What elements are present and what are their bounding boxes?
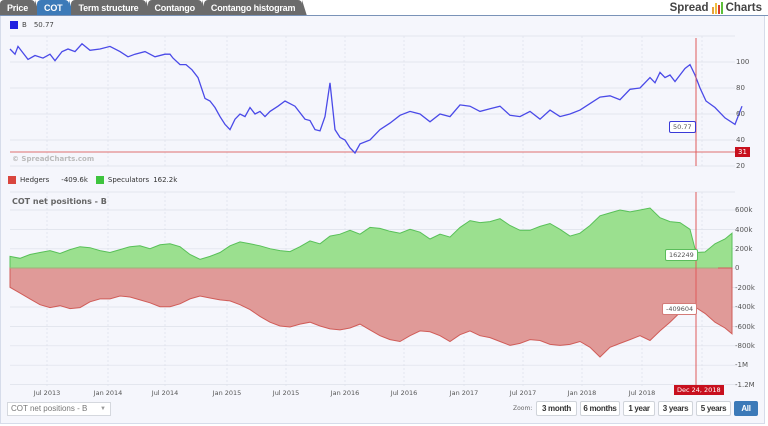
- cot-axis-label: -400k: [735, 303, 755, 311]
- price-axis-label: 80: [736, 84, 745, 92]
- x-axis-label: Jul 2013: [33, 389, 61, 397]
- price-axis-label: 20: [736, 162, 745, 170]
- zoom-6-months-button[interactable]: 6 months: [580, 401, 620, 416]
- price-legend-value: 50.77: [33, 21, 54, 29]
- level-flag: 31: [735, 147, 750, 157]
- cot-axis-label: 200k: [735, 245, 753, 253]
- speculators-area: [9, 207, 733, 269]
- price-value-flag: 50.77: [669, 121, 696, 133]
- hedgers-label[interactable]: Hedgers: [20, 176, 50, 184]
- price-legend-symbol: B: [22, 21, 27, 29]
- x-axis-label: Jan 2016: [330, 389, 360, 397]
- hedgers-swatch[interactable]: [8, 176, 16, 184]
- x-axis-label: Jan 2015: [212, 389, 242, 397]
- zoom-all-button[interactable]: All: [734, 401, 758, 416]
- price-legend[interactable]: B 50.77: [10, 21, 54, 29]
- cot-chart-title: COT net positions - B: [12, 197, 107, 206]
- zoom-5-years-button[interactable]: 5 years: [696, 401, 731, 416]
- cot-axis-label: -600k: [735, 323, 755, 331]
- x-axis-label: Jul 2015: [272, 389, 300, 397]
- cot-axis-label: -1.2M: [735, 381, 755, 389]
- series-select-value: COT net positions - B: [11, 404, 88, 413]
- tab-contango-histogram[interactable]: Contango histogram: [203, 0, 308, 16]
- x-axis-label: Jul 2014: [151, 389, 179, 397]
- spreadcharts-logo[interactable]: Spread Charts: [670, 1, 762, 15]
- hedgers-area: [9, 267, 733, 358]
- x-axis-label: Jul 2017: [509, 389, 537, 397]
- cot-legend: Hedgers -409.6k Speculators 162.2k: [8, 176, 177, 184]
- price-axis-label: 60: [736, 110, 745, 118]
- speculators-swatch[interactable]: [95, 176, 104, 184]
- price-line: [9, 42, 743, 155]
- logo-text-right: Charts: [725, 2, 762, 14]
- cot-axis-label: 0: [735, 264, 740, 272]
- logo-text-left: Spread: [669, 2, 709, 14]
- crosshair-date-flag: Dec 24, 2018: [674, 385, 724, 395]
- hedgers-value-flag: -409604: [662, 303, 698, 315]
- zoom-1-year-button[interactable]: 1 year: [623, 401, 655, 416]
- zoom-label: Zoom:: [513, 405, 533, 412]
- price-axis-label: 100: [736, 58, 750, 66]
- x-axis-label: Jul 2018: [628, 389, 656, 397]
- x-axis-label: Jul 2016: [390, 389, 418, 397]
- tabbar-divider: [0, 15, 768, 16]
- watermark: © SpreadCharts.com: [12, 155, 95, 163]
- cot-axis-label: -1M: [735, 361, 749, 369]
- speculators-value: 162.2k: [153, 176, 178, 184]
- zoom-3-month-button[interactable]: 3 month: [536, 401, 577, 416]
- cot-axis-label: -200k: [735, 284, 755, 292]
- price-axis-label: 40: [736, 136, 745, 144]
- x-axis-label: Jan 2014: [93, 389, 123, 397]
- cot-axis-label: -800k: [735, 342, 755, 350]
- speculators-label[interactable]: Speculators: [107, 176, 150, 184]
- x-axis-label: Jan 2018: [567, 389, 597, 397]
- series-select[interactable]: COT net positions - B ▼: [7, 402, 111, 416]
- hedgers-value: -409.6k: [61, 176, 88, 184]
- price-legend-swatch: [10, 21, 18, 29]
- chart-tabs: Price COT Term structure Contango Contan…: [0, 0, 308, 16]
- dropdown-caret-icon: ▼: [100, 406, 106, 412]
- x-axis-label: Jan 2017: [449, 389, 479, 397]
- cot-axis-label: 400k: [735, 226, 753, 234]
- bar-chart-logo-icon: [711, 2, 723, 14]
- zoom-3-years-button[interactable]: 3 years: [658, 401, 693, 416]
- cot-axis-label: 600k: [735, 206, 753, 214]
- speculators-value-flag: 162249: [665, 249, 698, 261]
